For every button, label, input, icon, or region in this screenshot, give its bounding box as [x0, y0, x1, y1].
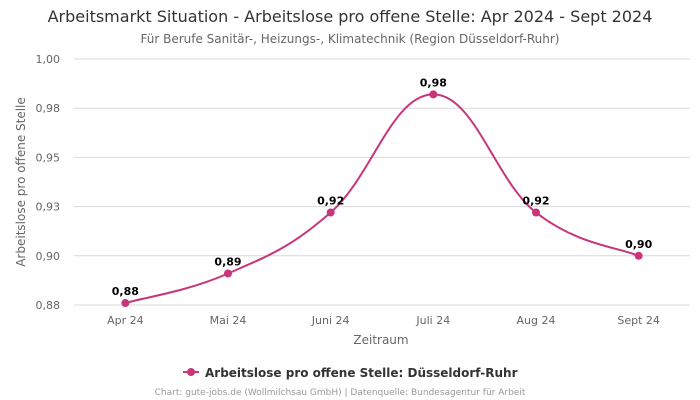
credits: Chart: gute-jobs.de (Wollmilchsau GmbH) … [155, 388, 526, 398]
y-tick-label: 0,95 [36, 151, 61, 164]
data-point[interactable] [326, 208, 335, 217]
x-tick-label: Aug 24 [517, 314, 556, 327]
x-tick-label: Sept 24 [617, 314, 660, 327]
legend-marker [187, 368, 195, 376]
data-label: 0,92 [522, 195, 549, 208]
data-point[interactable] [121, 299, 130, 308]
data-point[interactable] [634, 251, 643, 260]
x-tick-label: Juni 24 [311, 314, 350, 327]
y-axis-ticks: 0,88 0,90 0,93 0,95 0,98 1,00 [36, 53, 61, 312]
x-tick-label: Mai 24 [210, 314, 247, 327]
data-point[interactable] [429, 90, 438, 99]
data-label: 0,92 [317, 195, 344, 208]
data-point[interactable] [532, 208, 540, 217]
y-tick-label: 0,90 [36, 250, 61, 263]
data-label: 0,90 [625, 238, 652, 251]
legend[interactable]: Arbeitslose pro offene Stelle: Düsseldor… [183, 366, 518, 380]
data-label: 0,88 [112, 285, 139, 298]
legend-label: Arbeitslose pro offene Stelle: Düsseldor… [205, 366, 518, 380]
grid-lines [74, 58, 690, 306]
y-tick-label: 0,88 [36, 299, 61, 312]
data-label: 0,89 [214, 256, 241, 269]
y-tick-label: 0,98 [36, 102, 61, 115]
chart-subtitle: Für Berufe Sanitär-, Heizungs-, Klimatec… [141, 32, 560, 46]
series-line [125, 93, 640, 304]
data-point[interactable] [224, 269, 232, 278]
x-tick-label: Juli 24 [415, 314, 450, 327]
y-tick-label: 1,00 [36, 53, 61, 66]
data-labels: 0,88 0,89 0,92 0,98 0,92 0,90 [112, 76, 653, 298]
data-label: 0,98 [420, 76, 447, 89]
x-axis-title: Zeitraum [353, 333, 408, 347]
y-axis-title: Arbeitslose pro offene Stelle [14, 97, 28, 267]
x-axis-ticks: Apr 24 Mai 24 Juni 24 Juli 24 Aug 24 Sept 24 [107, 314, 660, 327]
x-tick-label: Apr 24 [107, 314, 144, 327]
series-line-group [121, 90, 643, 308]
y-tick-label: 0,93 [36, 201, 61, 214]
chart-title: Arbeitsmarkt Situation - Arbeitslose pro… [48, 7, 653, 26]
